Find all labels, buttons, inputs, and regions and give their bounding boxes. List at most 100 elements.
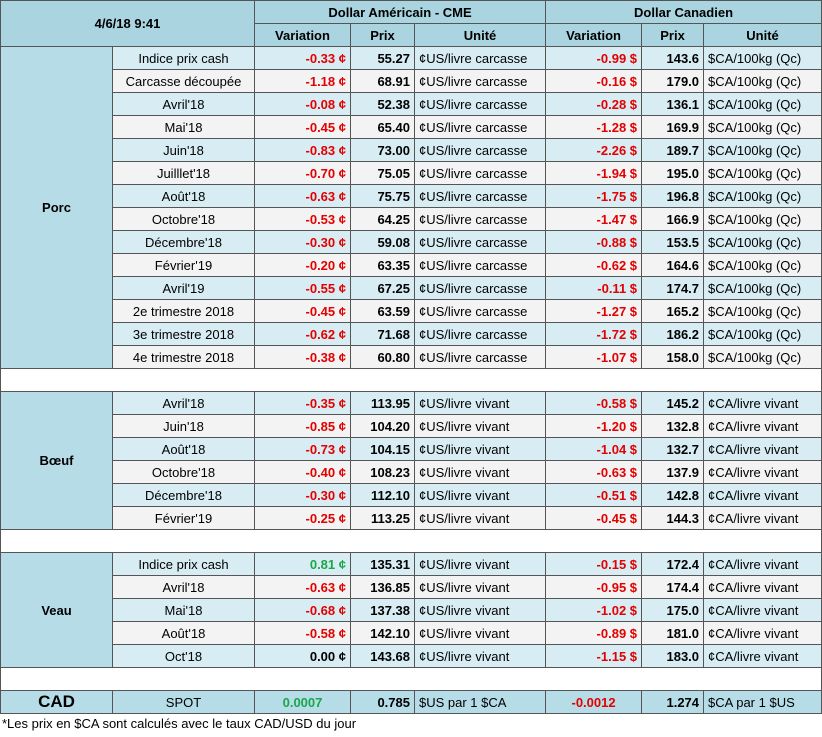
usd-unite: ¢US/livre carcasse [413,161,547,185]
contract-label: Mai'18 [112,115,255,139]
cad-unite: $CA/100kg (Qc) [703,276,822,300]
usd-unite: ¢US/livre vivant [413,598,547,622]
cad-unite: $CA/100kg (Qc) [703,322,822,346]
table-row: Juilllet'18 -0.70 ¢ 75.05 ¢US/livre carcass… [1,161,822,185]
usd-unite: ¢US/livre carcasse [413,276,547,300]
usd-variation: -0.58 ¢ [254,621,351,645]
contract-label: Juin'18 [112,414,255,438]
cad-unite: ¢CA/livre vivant [703,575,822,599]
date-time: 4/6/18 9:41 [0,0,255,47]
contract-label: 2e trimestre 2018 [112,299,255,323]
contract-label: Avril'18 [112,92,255,116]
cad-variation: -0.63 $ [545,460,643,484]
usd-prix: 60.80 [350,345,415,369]
usd-prix: 108.23 [350,460,415,484]
table-row: 4e trimestre 2018 -0.38 ¢ 60.80 ¢US/livre c… [1,345,822,369]
table-row: Bœuf Avril'18 -0.35 ¢ 113.95 ¢US/livre vivan… [0,391,822,530]
cad-variation: -0.88 $ [545,230,643,254]
usd-variation: -0.38 ¢ [254,345,351,369]
usd-prix: 143.68 [350,644,415,668]
table-row: Avril'18 -0.63 ¢ 136.85 ¢US/livre vivant -0.… [1,575,822,599]
table-row: Février'19 -0.20 ¢ 63.35 ¢US/livre carcasse… [1,253,822,277]
table-row: Avril'18 -0.08 ¢ 52.38 ¢US/livre carcasse -0… [1,92,822,116]
cad-variation: -1.72 $ [545,322,643,346]
cad-unite: $CA/100kg (Qc) [703,46,822,70]
cad-variation: -1.20 $ [545,414,643,438]
table-row: Décembre'18 -0.30 ¢ 112.10 ¢US/livre vivant… [1,483,822,507]
contract-label: Décembre'18 [112,230,255,254]
usd-header: Dollar Américain - CME [253,0,547,24]
usd-unite: ¢US/livre vivant [413,506,547,530]
contract-label: Juilllet'18 [112,161,255,185]
cad-unite: $CA/100kg (Qc) [703,115,822,139]
price-table: 4/6/18 9:41 Dollar Américain - CME Dolla… [0,0,822,714]
usd-variation: -0.73 ¢ [254,437,351,461]
usd-variation-header: Variation [254,23,351,47]
contract-label: Indice prix cash [112,552,255,576]
contract-label: Août'18 [112,437,255,461]
usd-prix: 63.59 [350,299,415,323]
usd-unite: ¢US/livre carcasse [413,322,547,346]
cad-unite: ¢CA/livre vivant [703,621,822,645]
cad-prix: 132.7 [641,437,705,461]
cad-variation: -0.28 $ [545,92,643,116]
table-row: Octobre'18 -0.40 ¢ 108.23 ¢US/livre vivant -… [1,460,822,484]
usd-prix: 135.31 [350,552,415,576]
cad-prix: 144.3 [641,506,705,530]
footnote: *Les prix en $CA sont calculés avec le t… [2,716,357,731]
contract-label: Carcasse découpée [112,69,255,93]
usd-variation: 0.00 ¢ [254,644,351,668]
cad-variation: -1.47 $ [545,207,643,231]
cad-prix: 172.4 [641,552,705,576]
contract-label: Octobre'18 [112,460,255,484]
usd-prix: 63.35 [350,253,415,277]
cad-unite: $CA/100kg (Qc) [703,253,822,277]
contract-label: Août'18 [112,621,255,645]
usd-unite: ¢US/livre carcasse [413,92,547,116]
table-row: 3e trimestre 2018 -0.62 ¢ 71.68 ¢US/livre c… [1,322,822,346]
usd-prix: 136.85 [350,575,415,599]
separator-cell [0,529,822,553]
usd-prix: 65.40 [350,115,415,139]
cad-variation: -0.95 $ [545,575,643,599]
cad-variation: -0.15 $ [545,552,643,576]
usd-variation: -0.33 ¢ [254,46,351,70]
contract-label: 3e trimestre 2018 [112,322,255,346]
cad-unite: $CA/100kg (Qc) [703,161,822,185]
usd-unite: ¢US/livre carcasse [413,230,547,254]
cad-unite: $CA/100kg (Qc) [703,69,822,93]
cad-variation: -1.07 $ [545,345,643,369]
cad-prix: 165.2 [641,299,705,323]
cad-variation: -0.16 $ [545,69,643,93]
cad-unite: ¢CA/livre vivant [703,552,822,576]
usd-unite: ¢US/livre vivant [413,575,547,599]
usd-unite: ¢US/livre carcasse [413,115,547,139]
usd-variation: -0.55 ¢ [254,276,351,300]
usd-variation: -0.30 ¢ [254,230,351,254]
usd-unite: ¢US/livre carcasse [413,253,547,277]
cad-prix: 174.4 [641,575,705,599]
usd-variation: -0.68 ¢ [254,598,351,622]
contract-label: Oct'18 [112,644,255,668]
table-row: Août'18 -0.58 ¢ 142.10 ¢US/livre vivant -0.8… [1,621,822,645]
cad-prix: 189.7 [641,138,705,162]
cad-unite: $CA/100kg (Qc) [703,345,822,369]
cad-prix: 169.9 [641,115,705,139]
cad-prix: 164.6 [641,253,705,277]
cad-unite: ¢CA/livre vivant [703,414,822,438]
usd-prix: 113.25 [350,506,415,530]
cad-unite: ¢CA/livre vivant [703,437,822,461]
usd-unite: ¢US/livre vivant [413,460,547,484]
usd-prix: 59.08 [350,230,415,254]
usd-unite: ¢US/livre vivant [413,437,547,461]
cad-prix-header: Prix [641,23,705,47]
cad-variation: -0.51 $ [545,483,643,507]
usd-variation: -0.70 ¢ [254,161,351,185]
cad-prix: 183.0 [641,644,705,668]
cad-prix: 143.6 [641,46,705,70]
cad-unite-header: Unité [703,23,822,47]
table-row: Août'18 -0.63 ¢ 75.75 ¢US/livre carcasse -1.… [1,184,822,208]
table-row: Mai'18 -0.68 ¢ 137.38 ¢US/livre vivant -1.02… [1,598,822,622]
contract-label: Avril'18 [112,575,255,599]
usd-prix: 113.95 [350,391,415,415]
